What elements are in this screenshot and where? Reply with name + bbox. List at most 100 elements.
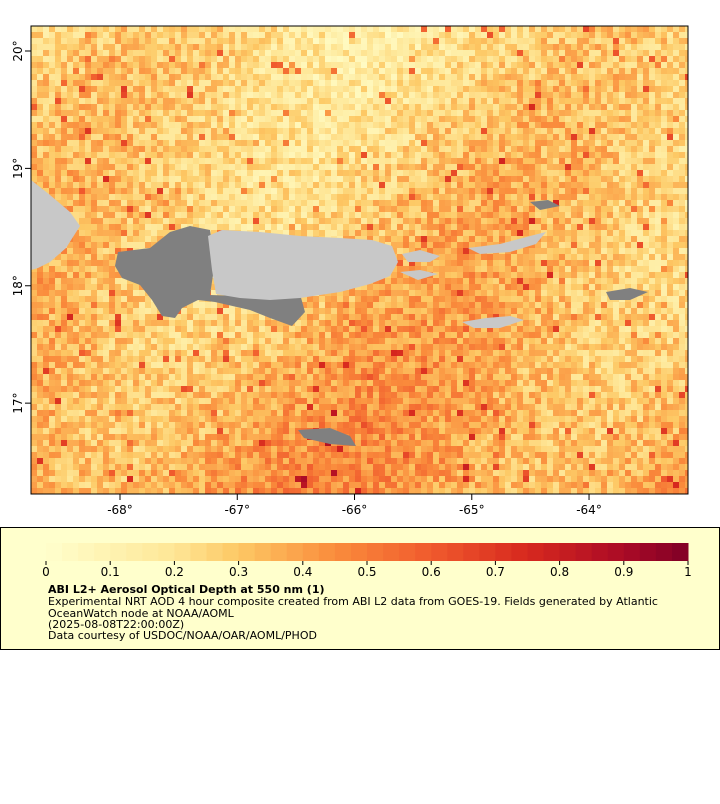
raster-cell <box>415 200 421 206</box>
raster-cell <box>517 62 523 68</box>
raster-cell <box>175 86 181 92</box>
raster-cell <box>607 248 613 254</box>
raster-cell <box>655 290 661 296</box>
raster-cell <box>433 116 439 122</box>
raster-cell <box>241 140 247 146</box>
raster-cell <box>409 284 415 290</box>
raster-cell <box>481 278 487 284</box>
raster-cell <box>331 170 337 176</box>
raster-cell <box>649 236 655 242</box>
raster-cell <box>331 104 337 110</box>
raster-cell <box>277 32 283 38</box>
raster-cell <box>619 140 625 146</box>
raster-cell <box>493 44 499 50</box>
raster-cell <box>685 272 688 278</box>
raster-cell <box>145 236 151 242</box>
raster-cell <box>349 170 355 176</box>
raster-cell <box>145 98 151 104</box>
raster-cell <box>169 182 175 188</box>
raster-cell <box>427 152 433 158</box>
raster-cell <box>91 62 97 68</box>
raster-cell <box>547 158 553 164</box>
raster-cell <box>325 56 331 62</box>
raster-cell <box>145 86 151 92</box>
raster-cell <box>73 188 79 194</box>
raster-cell <box>625 128 631 134</box>
raster-cell <box>181 194 187 200</box>
raster-cell <box>91 86 97 92</box>
raster-cell <box>463 152 469 158</box>
raster-cell <box>367 194 373 200</box>
raster-cell <box>379 278 385 284</box>
raster-cell <box>565 194 571 200</box>
raster-cell <box>469 266 475 272</box>
raster-cell <box>679 32 685 38</box>
raster-cell <box>343 188 349 194</box>
raster-cell <box>37 158 43 164</box>
raster-cell <box>55 158 61 164</box>
raster-cell <box>247 50 253 56</box>
raster-cell <box>589 236 595 242</box>
raster-cell <box>535 26 541 32</box>
raster-cell <box>631 272 637 278</box>
raster-cell <box>655 80 661 86</box>
raster-cell <box>241 110 247 116</box>
raster-cell <box>637 254 643 260</box>
raster-cell <box>187 74 193 80</box>
raster-cell <box>157 176 163 182</box>
raster-cell <box>61 182 67 188</box>
raster-cell <box>97 128 103 134</box>
raster-cell <box>283 230 289 236</box>
raster-cell <box>409 158 415 164</box>
raster-cell <box>301 164 307 170</box>
raster-cell <box>403 164 409 170</box>
raster-cell <box>445 248 451 254</box>
raster-cell <box>127 176 133 182</box>
raster-cell <box>349 194 355 200</box>
raster-cell <box>325 50 331 56</box>
raster-cell <box>547 116 553 122</box>
raster-cell <box>283 116 289 122</box>
raster-cell <box>253 146 259 152</box>
raster-cell <box>43 152 49 158</box>
raster-cell <box>475 230 481 236</box>
raster-cell <box>133 296 139 302</box>
raster-cell <box>211 188 217 194</box>
raster-cell <box>427 248 433 254</box>
raster-cell <box>145 56 151 62</box>
raster-cell <box>115 86 121 92</box>
raster-cell <box>259 44 265 50</box>
raster-cell <box>289 26 295 32</box>
raster-cell <box>61 86 67 92</box>
raster-cell <box>535 248 541 254</box>
raster-cell <box>421 284 427 290</box>
raster-cell <box>595 32 601 38</box>
raster-cell <box>73 248 79 254</box>
raster-cell <box>145 206 151 212</box>
raster-cell <box>373 152 379 158</box>
raster-cell <box>355 206 361 212</box>
raster-cell <box>391 26 397 32</box>
raster-cell <box>169 224 175 230</box>
raster-cell <box>361 188 367 194</box>
raster-cell <box>487 260 493 266</box>
raster-cell <box>277 176 283 182</box>
raster-cell <box>73 116 79 122</box>
raster-cell <box>469 32 475 38</box>
raster-cell <box>319 176 325 182</box>
raster-cell <box>307 176 313 182</box>
raster-cell <box>85 242 91 248</box>
raster-cell <box>217 182 223 188</box>
raster-cell <box>145 218 151 224</box>
raster-cell <box>223 224 229 230</box>
raster-cell <box>595 50 601 56</box>
raster-cell <box>307 206 313 212</box>
raster-cell <box>175 110 181 116</box>
raster-cell <box>361 56 367 62</box>
raster-cell <box>679 236 685 242</box>
raster-cell <box>559 134 565 140</box>
raster-cell <box>169 74 175 80</box>
raster-cell <box>631 56 637 62</box>
raster-cell <box>49 134 55 140</box>
raster-cell <box>571 236 577 242</box>
